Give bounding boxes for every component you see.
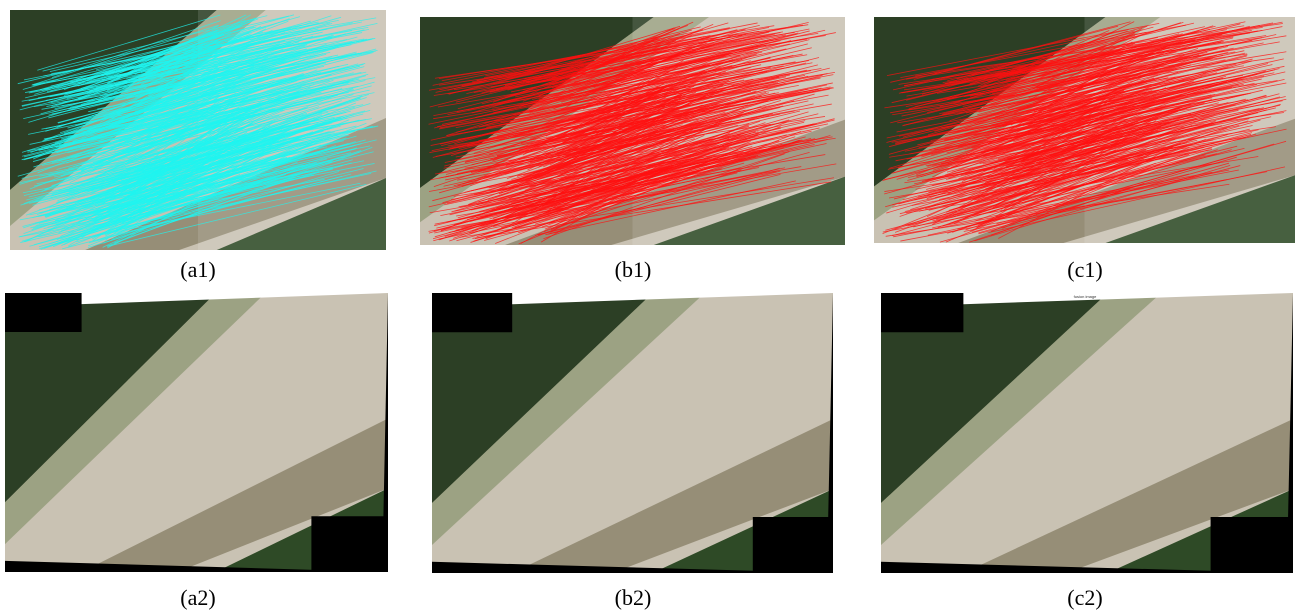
caption: (b2) — [615, 585, 652, 610]
blank-region — [432, 293, 512, 332]
image-panel — [5, 293, 388, 572]
blank-region — [753, 517, 833, 573]
caption: (c2) — [1067, 585, 1102, 610]
image-panel — [420, 17, 845, 245]
caption: (b1) — [615, 257, 652, 282]
image-panel — [874, 17, 1295, 243]
blank-region — [311, 516, 388, 572]
figure: (a1) (b1) (c1) (a2) (b2) (c2) fusion ima… — [0, 0, 1303, 610]
blank-region — [881, 293, 963, 332]
caption: (c1) — [1067, 257, 1102, 282]
panels — [5, 10, 1295, 573]
caption: (a2) — [180, 585, 215, 610]
caption: (a1) — [180, 257, 215, 282]
image-panel — [881, 293, 1293, 573]
image-panel — [10, 10, 386, 250]
image-panel — [432, 293, 833, 573]
overlay-text: fusion image — [1074, 294, 1097, 299]
blank-region — [1211, 517, 1293, 573]
blank-region — [5, 293, 82, 332]
